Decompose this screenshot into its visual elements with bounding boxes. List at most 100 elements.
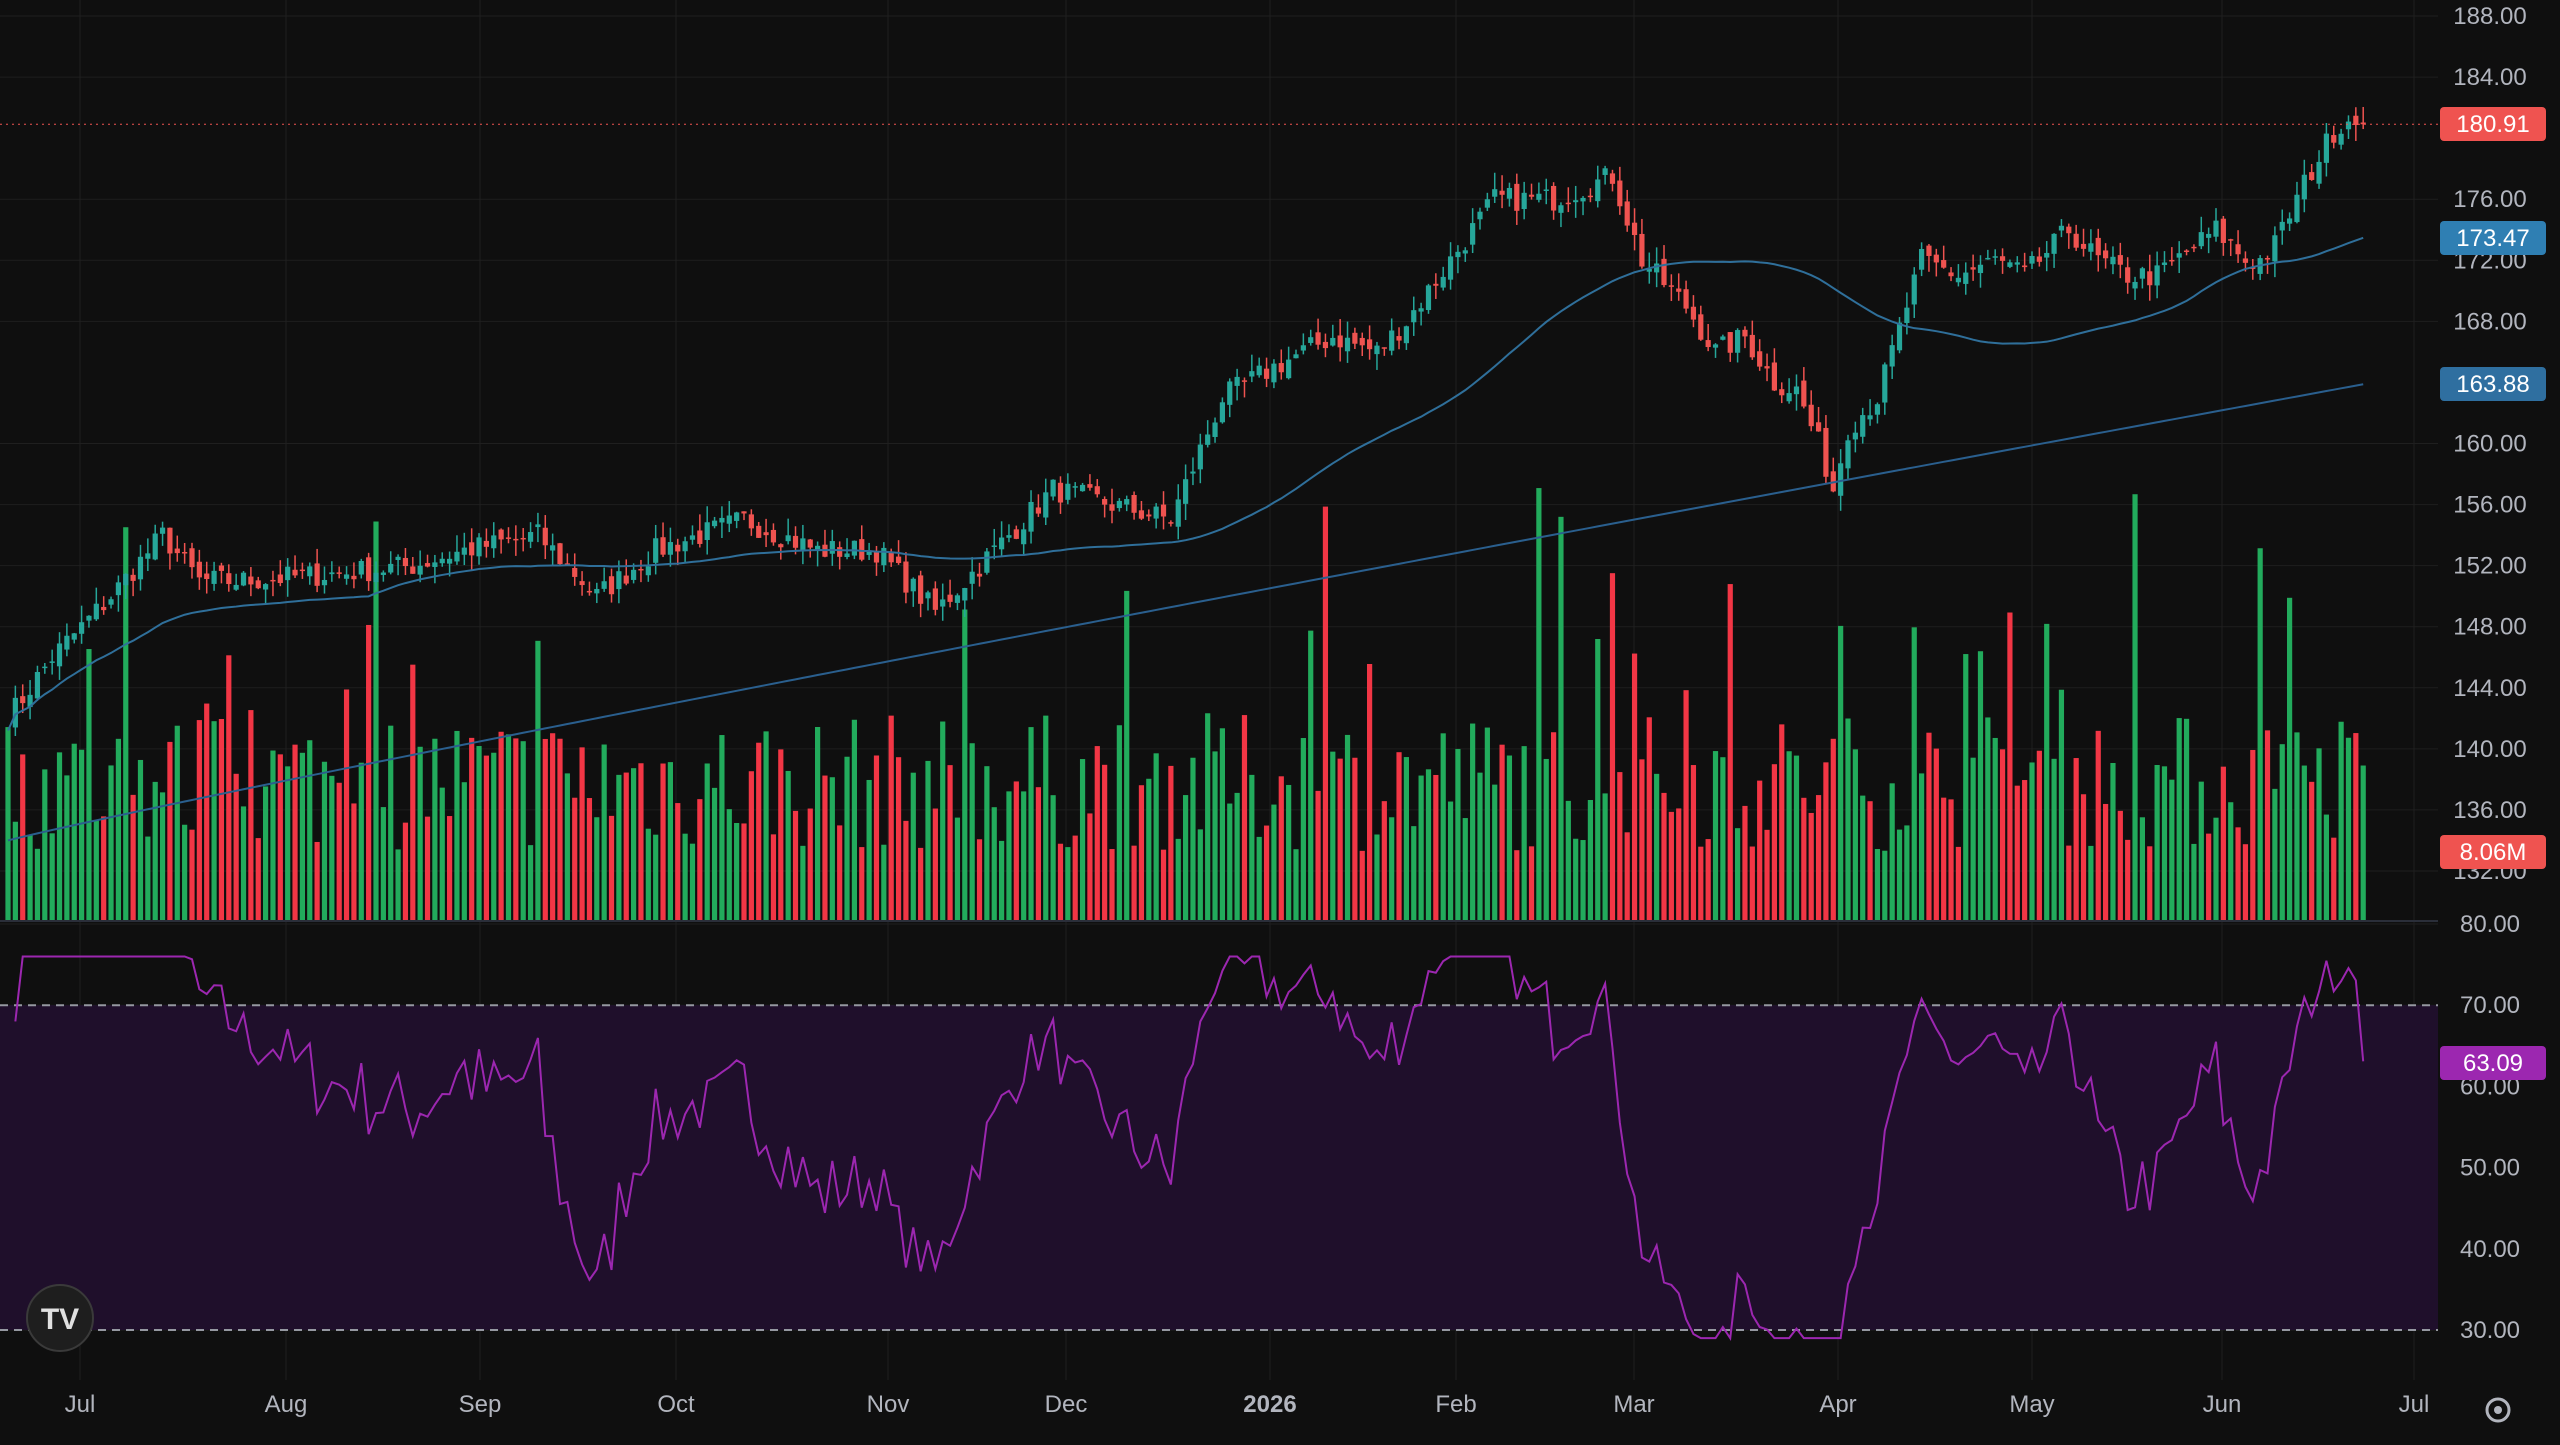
candle [2183,249,2190,256]
volume-bar [822,775,828,920]
candle [42,662,48,674]
candle [807,538,813,558]
volume-bar [675,803,681,920]
volume-bar [1874,849,1881,920]
volume-bar [1764,829,1770,920]
volume-bar [424,816,431,920]
volume-bar [1955,846,1961,920]
time-tick-label: May [2009,1391,2054,1418]
candle [1440,266,1446,291]
volume-bar [800,845,806,920]
volume-bar [748,771,754,920]
candle [2272,226,2278,278]
candle [174,535,180,562]
volume-bar [2213,817,2219,920]
candle [785,518,791,545]
candle [1786,378,1792,404]
volume-bar [697,799,703,920]
volume-bar [1999,749,2006,920]
candle [1403,325,1409,350]
price-axis[interactable]: 188.00184.00176.00172.00168.00160.00156.… [2438,0,2560,1440]
candle [734,511,740,529]
volume-bar [2147,846,2153,920]
candle [1624,189,1630,232]
candle [1227,378,1233,418]
gear-icon[interactable] [2485,1397,2511,1423]
volume-bar [2044,623,2050,920]
volume-bar [1970,757,1976,920]
time-axis[interactable]: Jul Aug Sep Oct Nov Dec 2026 Feb Mar Apr May Jun Jul [65,1391,2430,1418]
candle [2066,223,2072,249]
volume-bar [895,757,902,920]
volume-bar [542,738,548,920]
volume-bar [1197,829,1203,920]
volume-bar [1057,843,1064,920]
volume-bar [1528,846,1535,920]
candle [1271,359,1277,389]
candle [1455,245,1461,274]
time-tick-label: Feb [1435,1391,1476,1418]
volume-bar [1963,654,1969,920]
candle [579,571,585,596]
candle [689,525,696,545]
volume-bar [137,759,144,920]
volume-bar [2264,730,2271,920]
candle [1999,248,2006,274]
candle [535,512,541,543]
svg-text:TV: TV [41,1303,79,1336]
volume-bar [866,779,872,920]
candle [1160,491,1167,530]
volume-bar [1381,801,1387,920]
candle [79,605,85,644]
candle [388,551,394,575]
ma-fast-label-text: 173.47 [2456,225,2529,252]
volume-bar [1977,651,1984,920]
volume-bar [1919,773,1925,920]
candle [711,516,718,529]
price-tick-label: 156.00 [2453,492,2526,519]
volume-bar [402,822,409,920]
volume-bar [925,760,931,920]
candle [763,518,769,548]
volume-bar [34,848,41,920]
volume-bar [1654,773,1660,920]
candle [1676,273,1682,301]
rsi-line [14,955,2365,1341]
volume-bar [93,819,99,920]
candle [616,560,622,604]
volume-bar [785,770,791,920]
volume-bar [1470,723,1476,920]
candle [64,623,70,657]
volume-bar [1558,516,1564,920]
candle [1860,407,1866,444]
volume-bar [2309,781,2315,920]
volume-bar [1278,776,1284,920]
candle [1205,420,1211,448]
volume-bar [1911,627,1917,920]
candle [329,561,335,582]
volume-bar [174,725,180,920]
candle [1308,329,1314,346]
candle [1050,479,1056,501]
volume-bar [1705,839,1711,920]
volume-bar [2338,721,2344,920]
volume-bar [1749,846,1755,920]
volume-bar [2095,730,2101,920]
volume-bar [2051,758,2057,920]
volume-bar [1116,725,1122,920]
volume-bar [2250,749,2256,920]
rsi-tick-label: 80.00 [2460,911,2520,938]
candle [638,559,644,583]
volume-bar [682,833,688,920]
candle [954,593,961,611]
candle [815,541,821,567]
volume-bar [918,847,924,920]
tradingview-logo-icon[interactable]: TV [26,1284,94,1352]
candle [1425,283,1432,314]
candle [1087,474,1093,491]
volume-bar [763,731,769,920]
volume-bar [2073,758,2079,920]
volume-bar [2117,810,2123,920]
